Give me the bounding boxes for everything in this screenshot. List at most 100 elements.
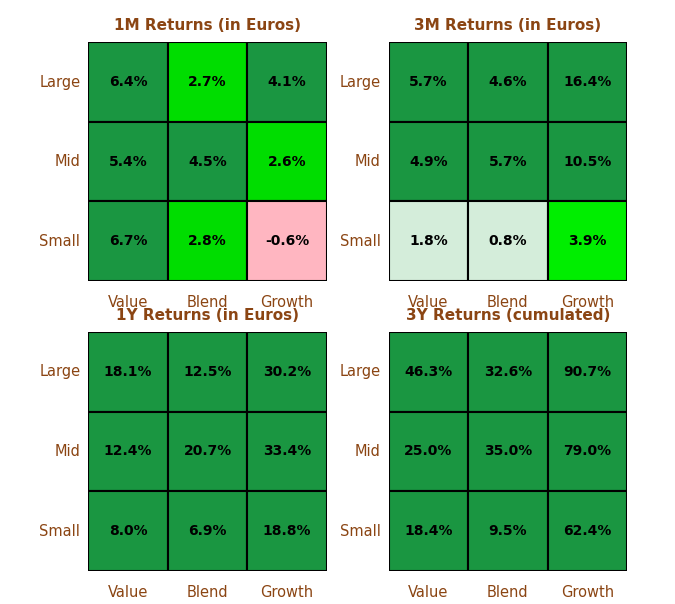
Bar — [88, 491, 168, 571]
Text: Small: Small — [340, 234, 381, 249]
Bar — [88, 42, 168, 122]
Text: Growth: Growth — [561, 585, 614, 600]
Text: 4.1%: 4.1% — [268, 75, 306, 89]
Text: 2.7%: 2.7% — [188, 75, 227, 89]
Bar — [168, 122, 247, 201]
Text: Large: Large — [39, 74, 80, 89]
Text: 33.4%: 33.4% — [263, 445, 311, 458]
Text: Value: Value — [408, 585, 449, 600]
Bar — [247, 42, 327, 122]
Bar — [389, 201, 468, 281]
Bar — [247, 412, 327, 491]
Bar — [88, 201, 168, 281]
Bar — [247, 332, 327, 412]
Bar — [88, 332, 168, 412]
Bar — [88, 412, 168, 491]
Text: Growth: Growth — [261, 585, 314, 600]
Text: Mid: Mid — [355, 444, 381, 459]
Text: Small: Small — [39, 524, 80, 539]
Bar — [88, 122, 168, 201]
Text: 4.6%: 4.6% — [489, 75, 527, 89]
Bar — [547, 122, 627, 201]
Bar — [389, 42, 468, 122]
Text: Growth: Growth — [561, 295, 614, 310]
Bar — [547, 332, 627, 412]
Text: Large: Large — [340, 364, 381, 379]
Text: Large: Large — [39, 364, 80, 379]
Text: Blend: Blend — [187, 295, 228, 310]
Text: 6.4%: 6.4% — [109, 75, 147, 89]
Text: 35.0%: 35.0% — [484, 445, 532, 458]
Text: 1Y Returns (in Euros): 1Y Returns (in Euros) — [116, 308, 299, 323]
Text: Value: Value — [408, 295, 449, 310]
Bar — [168, 491, 247, 571]
Text: 5.4%: 5.4% — [109, 155, 147, 169]
Bar — [468, 412, 547, 491]
Bar — [468, 491, 547, 571]
Text: Small: Small — [39, 234, 80, 249]
Bar — [389, 122, 468, 201]
Text: 3.9%: 3.9% — [568, 234, 607, 248]
Text: 2.8%: 2.8% — [188, 234, 227, 248]
Bar — [389, 412, 468, 491]
Bar — [247, 201, 327, 281]
Text: Large: Large — [340, 74, 381, 89]
Text: 1M Returns (in Euros): 1M Returns (in Euros) — [114, 18, 301, 33]
Bar — [547, 42, 627, 122]
Bar — [547, 491, 627, 571]
Bar — [168, 332, 247, 412]
Bar — [247, 122, 327, 201]
Text: 8.0%: 8.0% — [109, 524, 147, 538]
Bar — [468, 332, 547, 412]
Text: Growth: Growth — [261, 295, 314, 310]
Text: 46.3%: 46.3% — [404, 365, 452, 379]
Bar — [468, 201, 547, 281]
Text: 3M Returns (in Euros): 3M Returns (in Euros) — [414, 18, 601, 33]
Text: Blend: Blend — [487, 585, 529, 600]
Text: 18.4%: 18.4% — [404, 524, 453, 538]
Text: 1.8%: 1.8% — [409, 234, 448, 248]
Text: Mid: Mid — [55, 154, 80, 169]
Text: 12.4%: 12.4% — [104, 445, 153, 458]
Text: Mid: Mid — [355, 154, 381, 169]
Text: Value: Value — [108, 295, 148, 310]
Text: 5.7%: 5.7% — [409, 75, 448, 89]
Text: 18.8%: 18.8% — [263, 524, 311, 538]
Text: -0.6%: -0.6% — [265, 234, 309, 248]
Text: 20.7%: 20.7% — [184, 445, 232, 458]
Text: 10.5%: 10.5% — [563, 155, 612, 169]
Text: 0.8%: 0.8% — [489, 234, 527, 248]
Text: 3Y Returns (cumulated): 3Y Returns (cumulated) — [406, 308, 610, 323]
Text: 2.6%: 2.6% — [268, 155, 306, 169]
Bar — [547, 201, 627, 281]
Bar — [389, 332, 468, 412]
Text: 25.0%: 25.0% — [404, 445, 453, 458]
Text: Value: Value — [108, 585, 148, 600]
Text: Small: Small — [340, 524, 381, 539]
Text: Mid: Mid — [55, 444, 80, 459]
Bar — [468, 42, 547, 122]
Text: 32.6%: 32.6% — [484, 365, 532, 379]
Text: 30.2%: 30.2% — [263, 365, 311, 379]
Text: 90.7%: 90.7% — [564, 365, 612, 379]
Bar — [168, 412, 247, 491]
Bar — [468, 122, 547, 201]
Text: 4.5%: 4.5% — [188, 155, 227, 169]
Text: 79.0%: 79.0% — [564, 445, 612, 458]
Text: 9.5%: 9.5% — [489, 524, 527, 538]
Bar — [247, 491, 327, 571]
Bar — [389, 491, 468, 571]
Bar — [547, 412, 627, 491]
Text: 4.9%: 4.9% — [409, 155, 448, 169]
Text: 16.4%: 16.4% — [563, 75, 612, 89]
Bar — [168, 201, 247, 281]
Text: 6.7%: 6.7% — [109, 234, 147, 248]
Text: 6.9%: 6.9% — [188, 524, 227, 538]
Text: 18.1%: 18.1% — [104, 365, 153, 379]
Text: 62.4%: 62.4% — [563, 524, 612, 538]
Text: Blend: Blend — [187, 585, 228, 600]
Bar — [168, 42, 247, 122]
Text: 5.7%: 5.7% — [489, 155, 527, 169]
Text: 12.5%: 12.5% — [184, 365, 232, 379]
Text: Blend: Blend — [487, 295, 529, 310]
